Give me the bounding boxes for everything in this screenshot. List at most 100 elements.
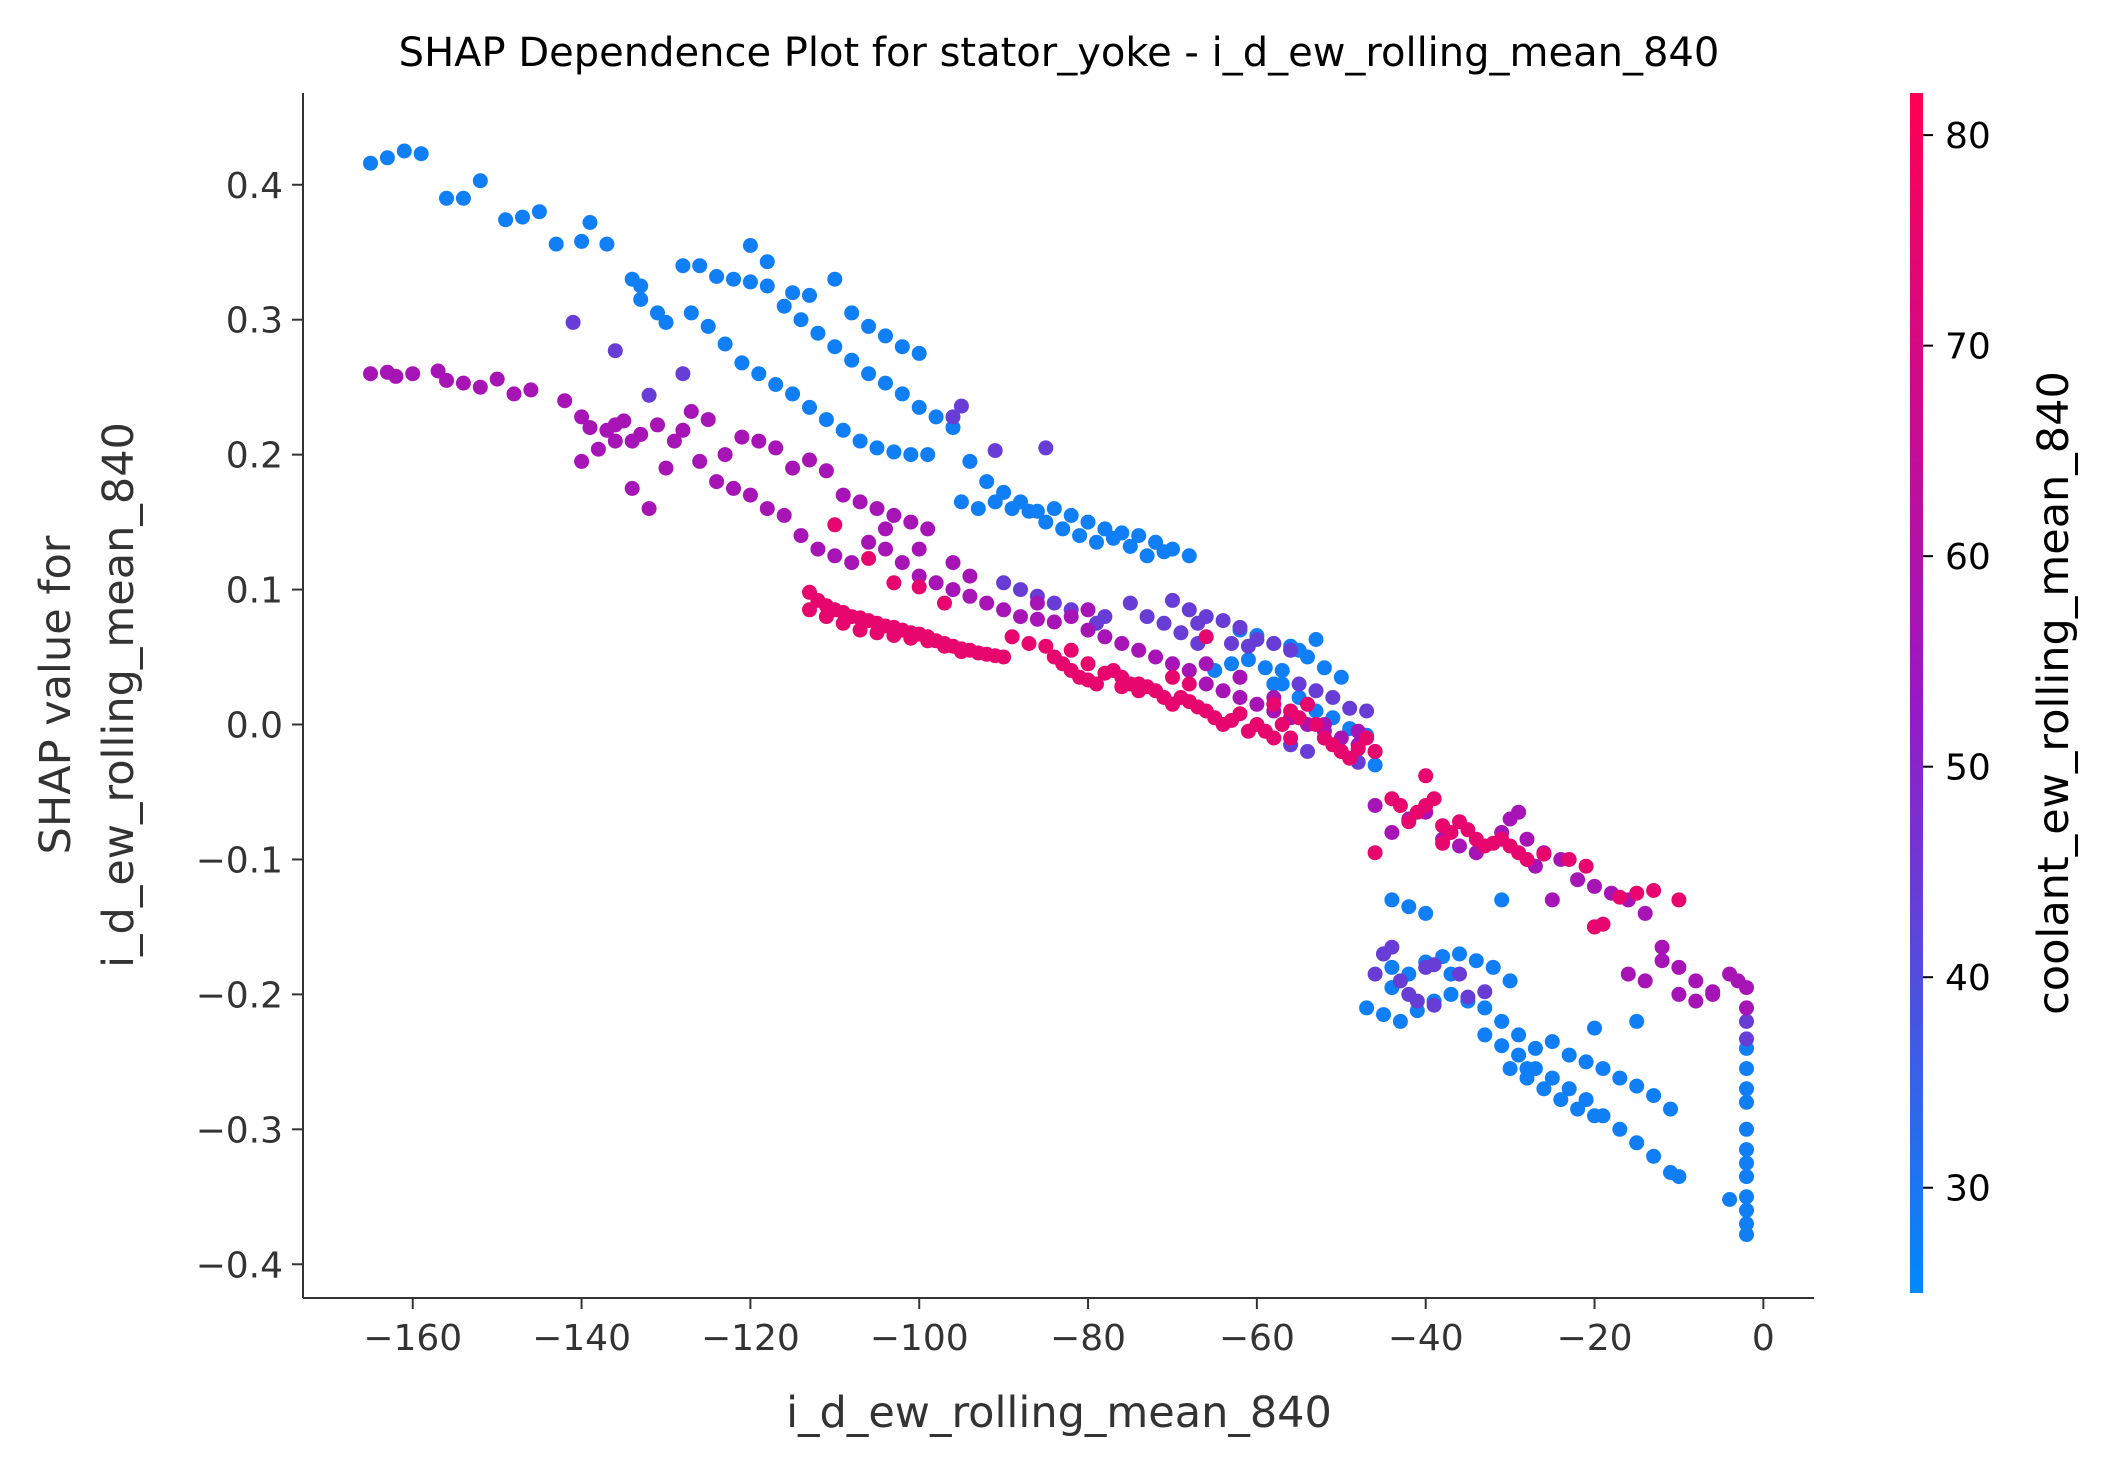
scatter-point: [1570, 1101, 1586, 1117]
scatter-point: [1739, 1142, 1754, 1158]
scatter-point: [768, 377, 784, 392]
scatter-point: [1215, 683, 1231, 699]
scatter-point: [1114, 679, 1130, 695]
scatter-point: [1097, 629, 1113, 645]
scatter-point: [742, 238, 758, 253]
scatter-point: [1519, 1061, 1535, 1077]
scatter-point: [1739, 980, 1754, 996]
scatter-point: [379, 150, 395, 166]
scatter-point: [1080, 514, 1096, 530]
scatter-point: [1654, 953, 1670, 969]
scatter-point: [1367, 744, 1383, 759]
scatter-point: [675, 258, 691, 274]
colorbar-label-group: coolant_ew_rolling_mean_840: [2029, 371, 2079, 1015]
scatter-point: [1426, 997, 1442, 1013]
scatter-point: [405, 366, 421, 382]
scatter-point: [709, 474, 725, 490]
scatter-point: [1240, 652, 1256, 668]
scatter-point: [1739, 1013, 1754, 1029]
scatter-point: [590, 441, 606, 457]
scatter-point: [624, 480, 640, 496]
scatter-point: [827, 517, 843, 533]
scatter-point: [709, 269, 725, 284]
scatter-point: [1739, 1169, 1754, 1185]
scatter-point: [1739, 1216, 1754, 1232]
scatter-point: [1198, 676, 1214, 692]
scatter-point: [1587, 1020, 1602, 1036]
scatter-point: [793, 528, 809, 544]
scatter-point: [413, 146, 429, 162]
scatter-point: [785, 460, 801, 476]
scatter-point: [388, 368, 404, 384]
scatter-point: [802, 287, 817, 303]
colorbar-tick-label: 30: [1945, 1169, 1991, 1210]
scatter-point: [1587, 878, 1602, 894]
scatter-point: [717, 336, 733, 352]
x-axis-label: i_d_ew_rolling_mean_840: [786, 1388, 1332, 1438]
scatter-point: [1122, 538, 1138, 554]
scatter-point: [1502, 973, 1518, 989]
scatter-point: [1511, 1047, 1527, 1063]
scatter-point: [1452, 966, 1467, 982]
colorbar-tick-label: 50: [1945, 748, 1991, 789]
x-tick-label: −160: [363, 1318, 462, 1359]
scatter-point: [1291, 710, 1307, 726]
x-tick-label: −140: [532, 1318, 631, 1359]
scatter-point: [1460, 989, 1476, 1005]
scatter-point: [903, 447, 919, 463]
scatter-point: [1004, 629, 1020, 645]
scatter-point: [1004, 501, 1020, 517]
y-tick-label: 0.0: [226, 706, 283, 747]
scatter-point: [1224, 656, 1239, 672]
scatter-point: [1190, 615, 1206, 631]
scatter-point: [1038, 514, 1054, 530]
scatter-point: [574, 453, 590, 469]
scatter-point: [607, 343, 623, 359]
colorbar-tick-label: 70: [1945, 327, 1991, 368]
scatter-point: [1739, 1227, 1754, 1243]
scatter-point: [844, 555, 860, 571]
scatter-point: [1063, 507, 1079, 523]
scatter-point: [1646, 883, 1662, 898]
scatter-point: [1063, 609, 1079, 625]
scatter-point: [852, 433, 868, 449]
scatter-point: [911, 399, 927, 415]
scatter-point: [1055, 521, 1071, 537]
y-axis-ticks: 0.4 0.3 0.2 0.1 0.0 −0.1 −0.2 −0.3 −0.4: [196, 166, 303, 1286]
scatter-point: [1612, 1121, 1628, 1137]
scatter-point: [1595, 916, 1611, 932]
y-axis-label-line-2: i_d_ew_rolling_mean_840: [94, 422, 144, 968]
scatter-point: [692, 258, 708, 274]
scatter-point: [1359, 1000, 1375, 1016]
scatter-point: [1384, 959, 1400, 975]
scatter-point: [1587, 1108, 1602, 1124]
scatter-point: [1637, 905, 1653, 921]
scatter-point: [1181, 602, 1197, 618]
scatter-point: [861, 534, 877, 550]
scatter-point: [827, 548, 843, 564]
scatter-point: [953, 494, 969, 510]
scatter-point: [633, 292, 649, 307]
scatter-point: [945, 555, 961, 571]
scatter-point: [869, 501, 885, 517]
scatter-point: [1350, 741, 1366, 757]
scatter-point: [1173, 625, 1189, 641]
scatter-point: [1249, 696, 1265, 712]
scatter-point: [1046, 595, 1062, 611]
scatter-point: [1612, 889, 1628, 905]
scatter-point: [911, 541, 927, 557]
scatter-point: [599, 236, 615, 252]
scatter-point: [1165, 669, 1180, 685]
scatter-point: [1131, 676, 1147, 692]
scatter-point: [1257, 660, 1273, 676]
scatter-point: [1165, 592, 1180, 608]
scatter-point: [1646, 1148, 1662, 1164]
scatter-point: [1283, 642, 1299, 658]
scatter-point: [1384, 825, 1400, 840]
colorbar-label: coolant_ew_rolling_mean_840: [2029, 371, 2079, 1015]
scatter-point: [1232, 669, 1248, 685]
colorbar-tick-label: 60: [1945, 537, 1991, 578]
scatter-point: [472, 379, 488, 395]
scatter-point: [726, 480, 741, 496]
